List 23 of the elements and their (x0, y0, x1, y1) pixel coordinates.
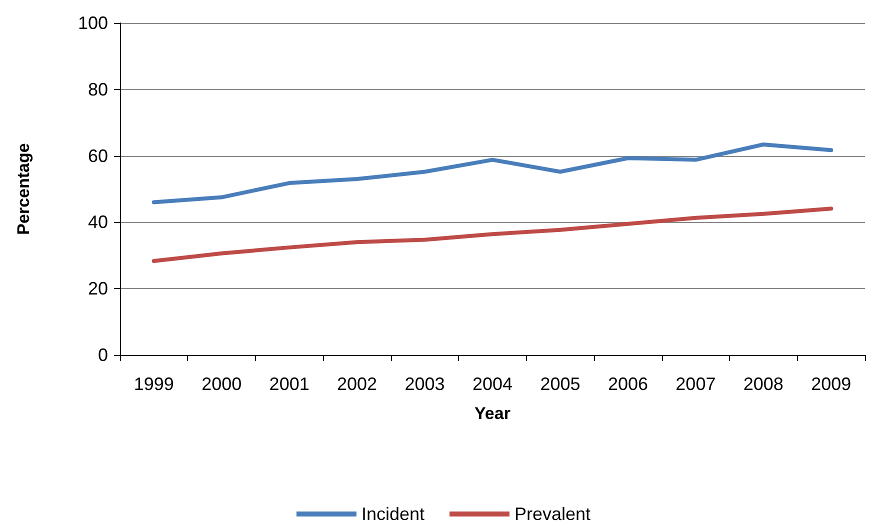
x-tick-label: 2002 (337, 374, 378, 394)
x-tick-label: 2001 (269, 374, 310, 394)
x-tick-label: 2000 (202, 374, 242, 394)
x-tick-label: 2003 (404, 374, 445, 394)
line-series (152, 206, 834, 264)
line-series (152, 142, 834, 204)
legend-label: Prevalent (514, 504, 591, 524)
x-tick-label: 2004 (472, 374, 513, 394)
x-tick-label: 2005 (540, 374, 580, 394)
x-tick-label: 2007 (676, 374, 716, 394)
y-tick-label: 20 (88, 278, 108, 299)
y-tick-label: 0 (98, 345, 108, 365)
x-tick-label: 2009 (811, 374, 852, 394)
x-tick-label: 1999 (134, 374, 174, 394)
y-axis-title: Percentage (14, 143, 33, 235)
x-tick-label: 2008 (743, 374, 784, 394)
y-tick-label: 80 (88, 79, 108, 100)
x-tick-label: 2006 (608, 374, 648, 394)
y-tick-label: 100 (78, 13, 108, 33)
y-tick-label: 60 (88, 146, 108, 166)
y-tick-label: 40 (88, 212, 108, 232)
x-axis-title: Year (474, 404, 511, 423)
legend-label: Incident (361, 504, 425, 524)
